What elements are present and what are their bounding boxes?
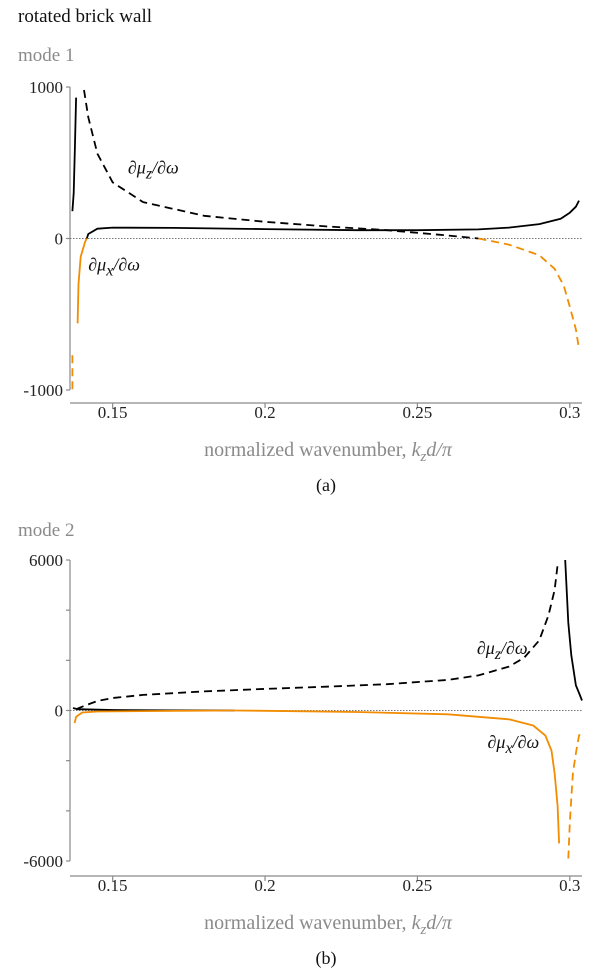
curve-annotation: ∂μx/∂ω (88, 254, 140, 279)
x-tick-label: 0.15 (98, 876, 128, 895)
panel-b-title: mode 2 (18, 520, 75, 541)
curve-annotation: ∂μz/∂ω (477, 638, 528, 663)
panel-caption: (a) (316, 475, 336, 496)
x-tick-label: 0.3 (559, 876, 580, 895)
curve-annotation: ∂μx/∂ω (488, 732, 540, 757)
x-tick-label: 0.15 (98, 403, 128, 422)
panel-b: -6000 0 6000 0.15 0.2 0.25 0.3 ∂μz/∂ω ∂μx/∂ω norm… (23, 551, 583, 969)
y-tick-label: 1000 (29, 78, 63, 97)
series-line-1 (75, 564, 559, 711)
series-line-5 (76, 238, 88, 324)
series-line-6 (85, 200, 580, 239)
panel-a: -1000 0 1000 0.15 0.2 0.25 0.3 ∂μz/∂ω ∂μx/∂ω norm… (23, 78, 582, 496)
curve-annotation: ∂μz/∂ω (128, 157, 179, 182)
y-tick-label: -6000 (23, 852, 63, 871)
series-line-1 (71, 97, 77, 212)
x-tick-label: 0.25 (403, 403, 433, 422)
panel-caption: (b) (316, 948, 337, 969)
series-line-5 (567, 730, 583, 859)
series-line-3 (478, 237, 580, 350)
series-line-2 (564, 559, 583, 701)
x-axis-label: normalized wavenumber, kzd/π (204, 912, 453, 938)
series-line-4 (73, 709, 560, 844)
y-tick-label: 0 (55, 230, 64, 249)
panel-a-title: mode 1 (18, 45, 75, 66)
y-tick-label: 0 (55, 702, 64, 721)
series-line-2 (83, 89, 479, 240)
x-tick-label: 0.2 (254, 876, 275, 895)
y-tick-label: 6000 (29, 551, 63, 570)
y-tick-label: -1000 (23, 381, 63, 400)
x-tick-label: 0.2 (254, 403, 275, 422)
x-tick-label: 0.3 (559, 403, 580, 422)
x-tick-label: 0.25 (403, 876, 433, 895)
x-axis-label: normalized wavenumber, kzd/π (204, 439, 453, 465)
figure-title: rotated brick wall (18, 6, 153, 27)
